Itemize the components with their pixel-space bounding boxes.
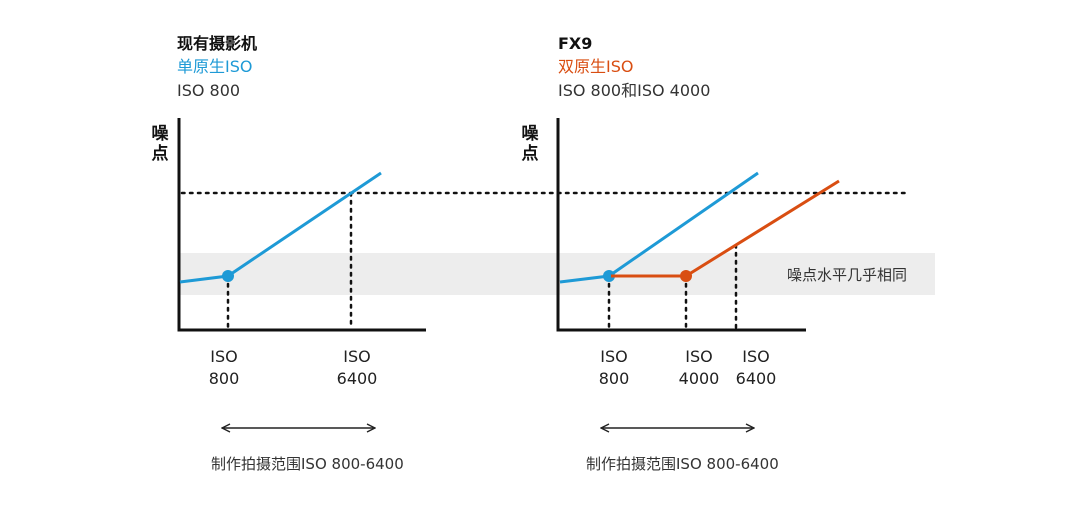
right-detail: ISO 800和ISO 4000 [558, 81, 711, 100]
tick-line2: 6400 [336, 369, 378, 388]
noise-band-left [180, 253, 560, 295]
left-native-iso-point [222, 270, 234, 282]
right-subtitle: 双原生ISO [558, 57, 634, 76]
tick-line2: 800 [208, 369, 240, 388]
left-title: 现有摄影机 [177, 34, 258, 53]
tick-line2: 4000 [678, 369, 720, 388]
right-tick-iso800: ISO 800 [579, 346, 649, 390]
left-y-axis-label: 噪 点 [150, 124, 170, 164]
noise-band-right [560, 253, 935, 295]
right-tick-iso6400: ISO 6400 [721, 346, 791, 390]
noise-band-label: 噪点水平几乎相同 [787, 266, 908, 284]
tick-line1: ISO [210, 347, 238, 366]
right-title: FX9 [558, 34, 593, 53]
tick-line2: 6400 [735, 369, 777, 388]
right-native-iso800-point [603, 270, 615, 282]
tick-line1: ISO [600, 347, 628, 366]
left-tick-iso800: ISO 800 [189, 346, 259, 390]
right-range-label: 制作拍摄范围ISO 800-6400 [586, 455, 779, 473]
left-ylabel-char: 点 [151, 144, 169, 164]
right-y-axis-label: 噪 点 [520, 124, 540, 164]
right-tick-iso4000: ISO 4000 [664, 346, 734, 390]
tick-line1: ISO [343, 347, 371, 366]
tick-line1: ISO [742, 347, 770, 366]
tick-line1: ISO [685, 347, 713, 366]
tick-line2: 800 [598, 369, 630, 388]
left-ylabel-char: 噪 [151, 124, 169, 144]
right-native-iso4000-point [680, 270, 692, 282]
left-range-label: 制作拍摄范围ISO 800-6400 [211, 455, 404, 473]
right-ylabel-char: 点 [521, 144, 539, 164]
left-subtitle: 单原生ISO [177, 57, 253, 76]
left-detail: ISO 800 [177, 81, 241, 100]
right-ylabel-char: 噪 [521, 124, 539, 144]
left-tick-iso6400: ISO 6400 [322, 346, 392, 390]
